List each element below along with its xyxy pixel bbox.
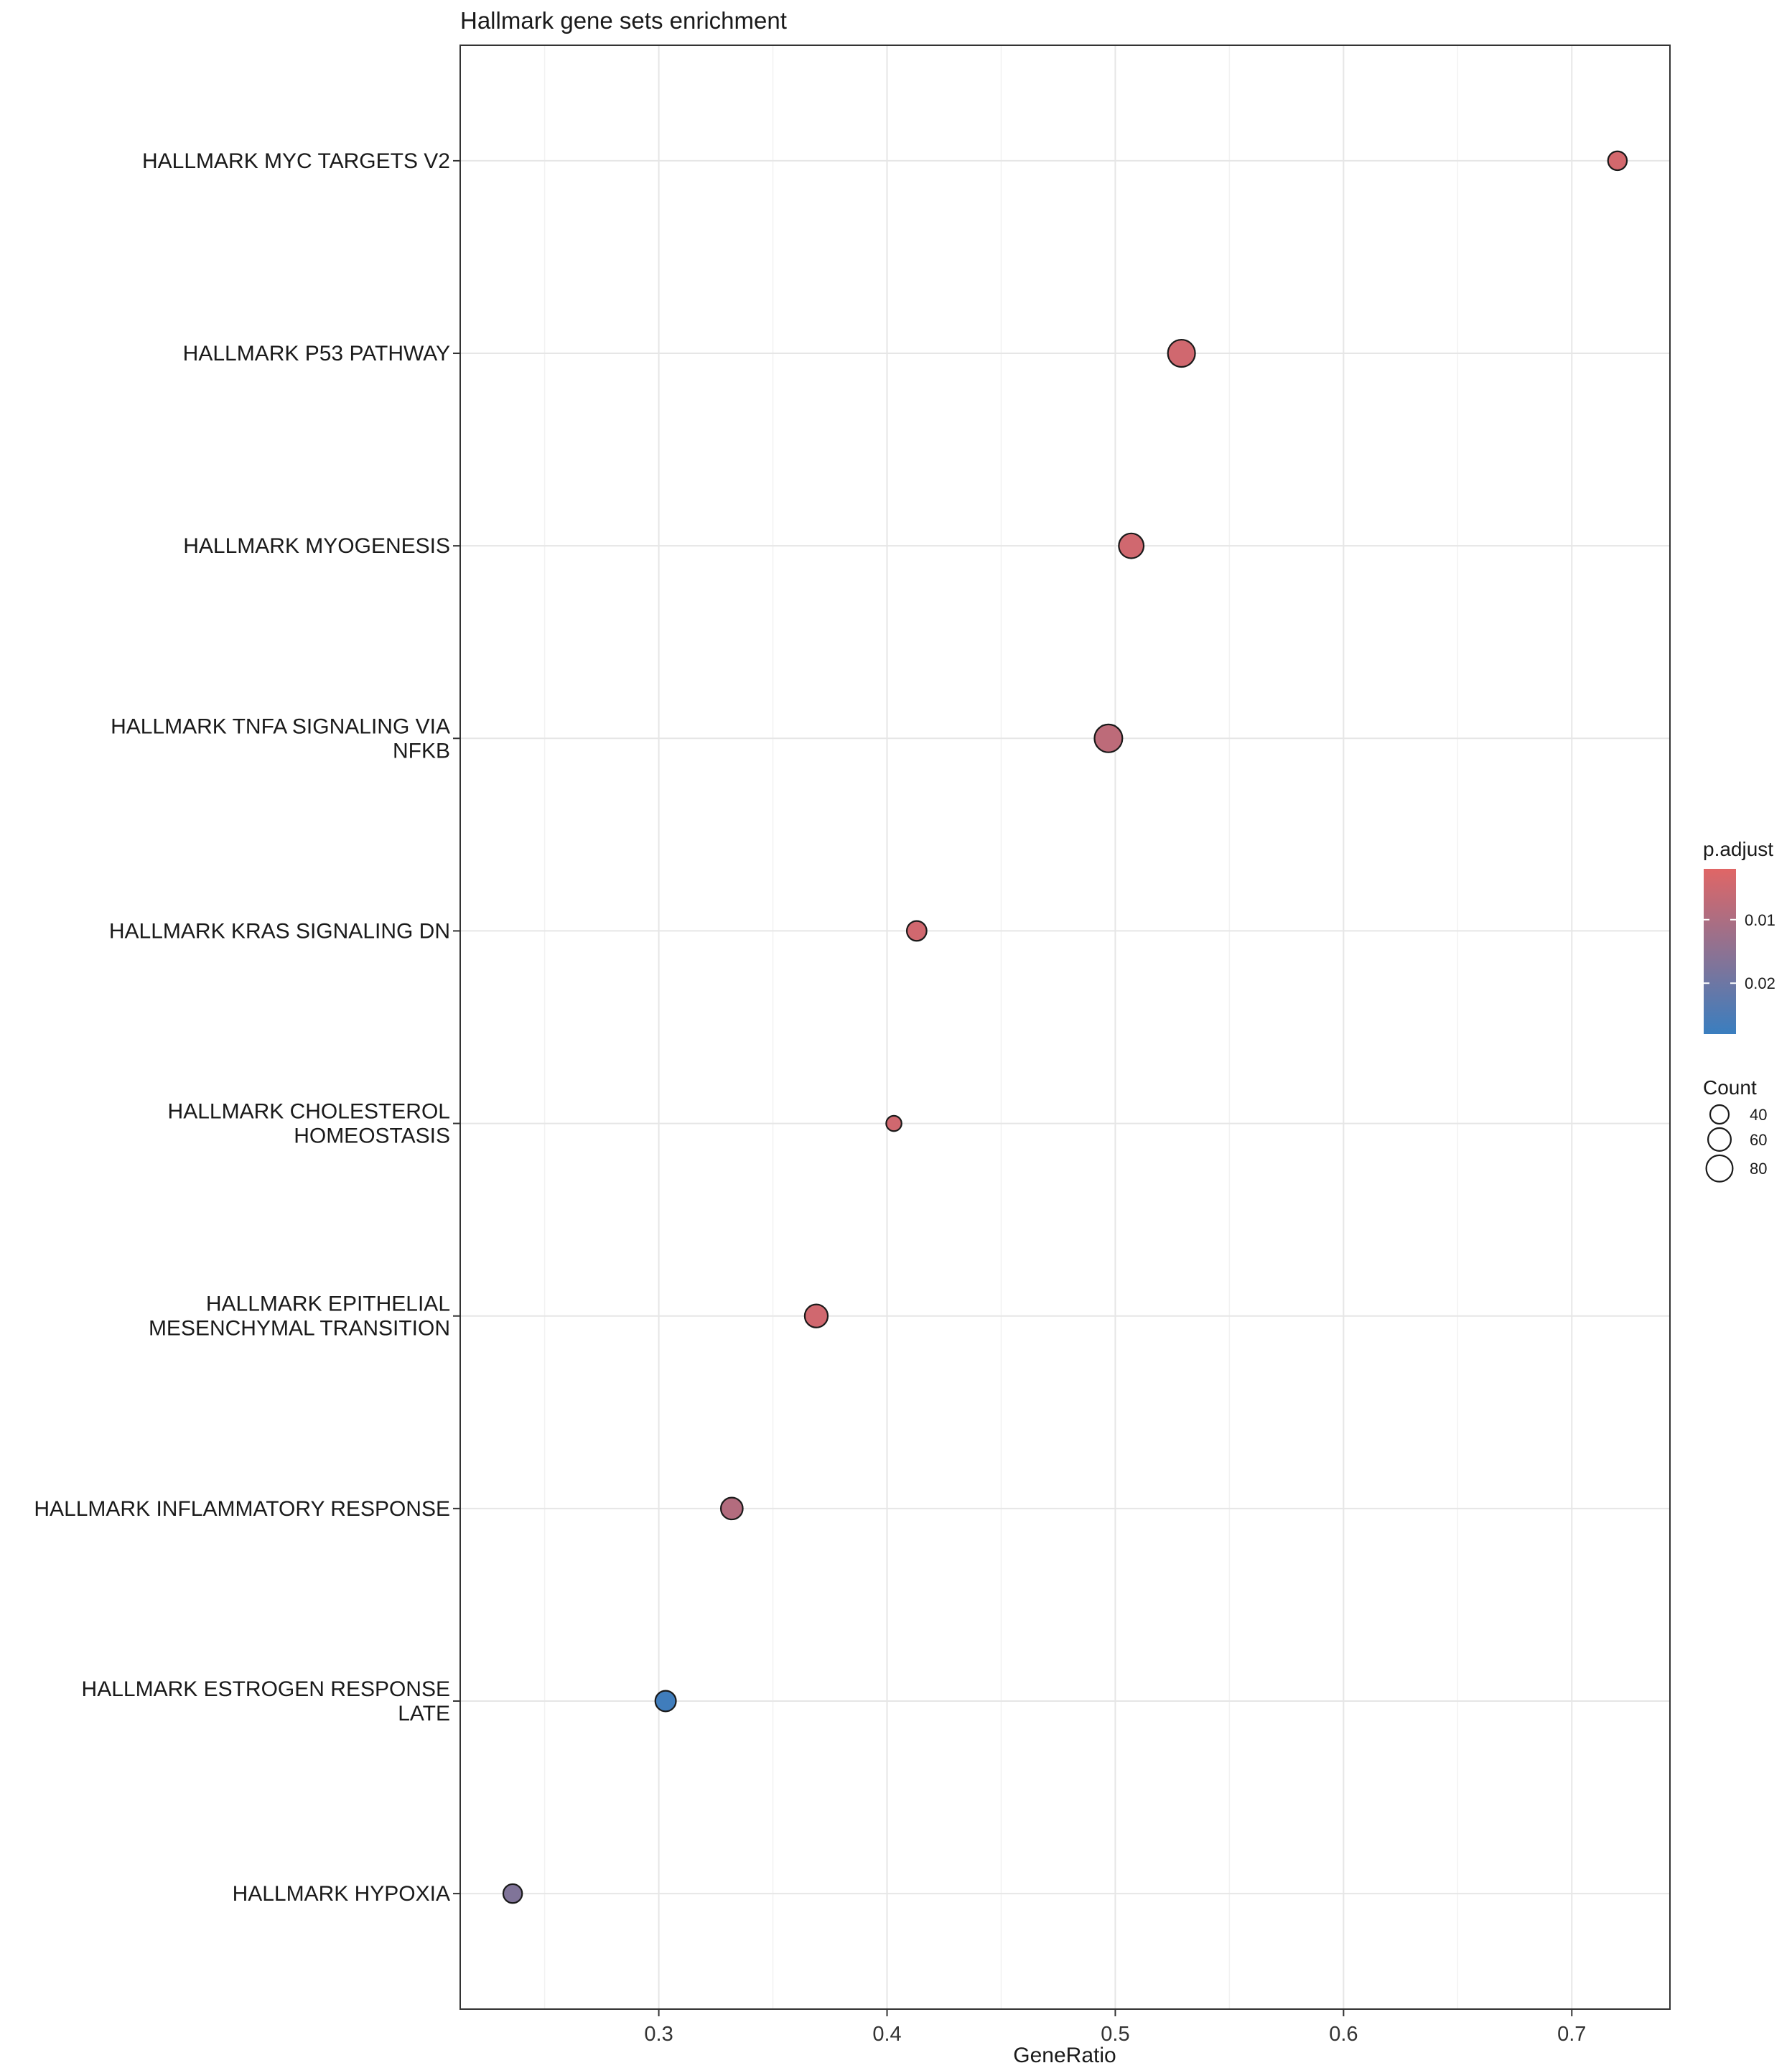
data-point bbox=[654, 1690, 677, 1713]
data-point bbox=[803, 1303, 829, 1328]
size-legend-label: 80 bbox=[1750, 1160, 1767, 1178]
x-axis: 0.3 0.4 0.5 0.6 0.7 bbox=[644, 2009, 1586, 2046]
data-point bbox=[1118, 532, 1145, 559]
data-point bbox=[1607, 150, 1628, 172]
data-point bbox=[905, 920, 928, 942]
y-category-label: HALLMARK TNFA SIGNALING VIA bbox=[111, 714, 450, 738]
chart-title: Hallmark gene sets enrichment bbox=[460, 7, 787, 34]
y-category-label: HALLMARK MYC TARGETS V2 bbox=[142, 149, 450, 173]
x-tick-label: 0.5 bbox=[1101, 2023, 1129, 2046]
y-category-label: HALLMARK CHOLESTEROL bbox=[168, 1100, 450, 1124]
plot-panel bbox=[459, 45, 1671, 2010]
color-legend: p.adjust 0.01 0.02 bbox=[1703, 838, 1775, 1034]
y-category-label: HALLMARK ESTROGEN RESPONSE bbox=[82, 1677, 450, 1701]
data-points bbox=[502, 150, 1628, 1904]
y-category-label: HALLMARK KRAS SIGNALING DN bbox=[109, 919, 450, 943]
y-category-label: HALLMARK HYPOXIA bbox=[233, 1882, 450, 1906]
color-legend-label: 0.02 bbox=[1745, 974, 1775, 992]
size-legend-key bbox=[1707, 1127, 1732, 1152]
size-legend-label: 40 bbox=[1750, 1106, 1767, 1124]
color-legend-label: 0.01 bbox=[1745, 911, 1775, 929]
x-tick-label: 0.6 bbox=[1329, 2023, 1358, 2046]
data-point bbox=[885, 1114, 902, 1132]
size-legend-key bbox=[1709, 1104, 1730, 1125]
y-category-label: HALLMARK MYOGENESIS bbox=[183, 534, 450, 558]
y-category-label: HALLMARK EPITHELIAL bbox=[206, 1292, 450, 1316]
data-point bbox=[719, 1496, 744, 1521]
x-tick-label: 0.3 bbox=[644, 2023, 673, 2046]
y-category-label: MESENCHYMAL TRANSITION bbox=[149, 1317, 450, 1341]
y-category-label: HOMEOSTASIS bbox=[294, 1124, 450, 1148]
y-axis: HALLMARK MYC TARGETS V2 HALLMARK P53 PATH… bbox=[34, 149, 460, 1906]
y-category-label: LATE bbox=[398, 1702, 450, 1725]
data-point bbox=[502, 1883, 523, 1904]
size-legend-key bbox=[1705, 1154, 1734, 1183]
size-legend-label: 60 bbox=[1750, 1131, 1767, 1149]
size-legend: Count 40 60 80 bbox=[1703, 1076, 1767, 1183]
data-point bbox=[1167, 338, 1196, 368]
panel-border bbox=[459, 45, 1671, 2010]
color-legend-title: p.adjust bbox=[1703, 838, 1773, 860]
x-tick-label: 0.7 bbox=[1557, 2023, 1586, 2046]
y-category-label: HALLMARK P53 PATHWAY bbox=[183, 342, 450, 365]
x-tick-label: 0.4 bbox=[872, 2023, 901, 2046]
panel-background bbox=[460, 45, 1670, 2009]
color-legend-bar bbox=[1704, 869, 1736, 1034]
gridlines bbox=[460, 45, 1670, 2009]
data-point bbox=[1093, 723, 1124, 753]
y-category-label: HALLMARK INFLAMMATORY RESPONSE bbox=[34, 1497, 450, 1521]
y-category-label: NFKB bbox=[393, 739, 450, 763]
x-axis-title: GeneRatio bbox=[1013, 2044, 1116, 2067]
size-legend-title: Count bbox=[1703, 1076, 1757, 1099]
